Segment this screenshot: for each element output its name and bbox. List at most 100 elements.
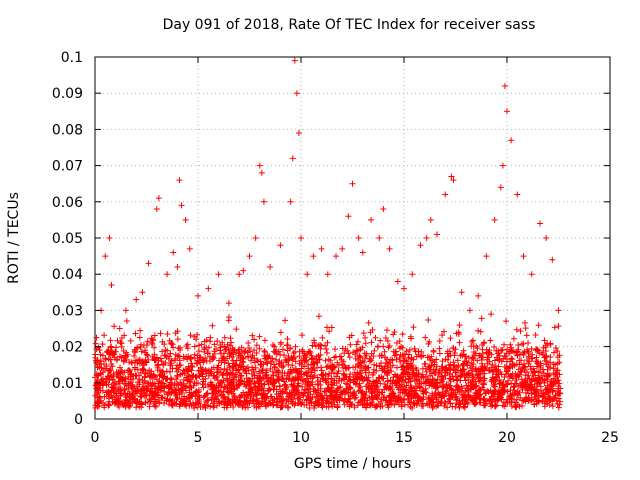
data-point [435,371,442,378]
data-point [296,360,303,367]
data-point [146,367,153,374]
data-point [152,403,159,410]
data-point [104,388,111,395]
data-point [163,354,170,361]
data-point [521,363,528,370]
data-point [182,216,189,223]
data-point [279,375,286,382]
data-point [200,394,207,401]
data-point [187,376,194,383]
data-point [514,352,521,359]
data-point [324,339,331,346]
data-point [392,349,399,356]
data-point [236,398,243,405]
data-point [158,368,165,375]
data-point [433,231,440,238]
data-point [158,383,165,390]
data-point [180,355,187,362]
data-point [186,373,193,380]
data-point [262,402,269,409]
data-point [126,393,133,400]
data-point [532,332,539,339]
data-point [494,390,501,397]
data-point [551,395,558,402]
data-point [128,359,135,366]
data-point [439,365,446,372]
data-point [415,398,422,405]
data-point [145,260,152,267]
data-point [318,364,325,371]
data-point [101,332,108,339]
data-point [391,329,398,336]
data-point [182,398,189,405]
data-point [347,371,354,378]
data-point [488,399,495,406]
data-point [425,364,432,371]
data-point [389,362,396,369]
data-point [411,372,418,379]
data-point [160,399,167,406]
data-point [318,245,325,252]
data-point [258,169,265,176]
data-point [338,389,345,396]
data-point [146,403,153,410]
data-point [403,348,410,355]
data-point [125,380,132,387]
data-point [221,343,228,350]
data-point [529,351,536,358]
data-point [293,90,300,97]
data-point [230,357,237,364]
data-point [224,375,231,382]
data-point [107,366,114,373]
data-point [356,382,363,389]
data-point [405,354,412,361]
data-point [425,317,432,324]
data-point [356,371,363,378]
data-point [249,352,256,359]
data-point [417,353,424,360]
data-point [185,353,192,360]
data-point [507,398,514,405]
data-point [216,347,223,354]
data-point [378,389,385,396]
data-point [474,389,481,396]
x-tick-label: 15 [395,430,413,446]
data-point [191,333,198,340]
data-point [386,245,393,252]
data-point [221,365,228,372]
data-point [267,365,274,372]
data-point [319,334,326,341]
data-point [298,401,305,408]
data-point [259,398,266,405]
data-point [153,356,160,363]
data-point [285,353,292,360]
data-point [549,403,556,410]
chart-title: Day 091 of 2018, Rate Of TEC Index for r… [162,17,536,33]
data-point [142,370,149,377]
data-point [557,398,564,405]
data-point [160,361,167,368]
data-point [399,351,406,358]
data-point [461,391,468,398]
data-point [251,347,258,354]
data-point [188,391,195,398]
data-point [255,374,262,381]
data-point [427,357,434,364]
data-point [256,383,263,390]
data-point [210,364,217,371]
data-point [103,362,110,369]
data-point [105,398,112,405]
data-point [136,379,143,386]
data-point [310,253,317,260]
data-point [513,326,520,333]
data-point [481,395,488,402]
data-point [422,373,429,380]
data-point [479,384,486,391]
data-point [113,369,120,376]
data-point [205,372,212,379]
data-point [188,354,195,361]
data-point [332,346,339,353]
data-point [168,401,175,408]
data-point [442,372,449,379]
data-point [503,350,510,357]
